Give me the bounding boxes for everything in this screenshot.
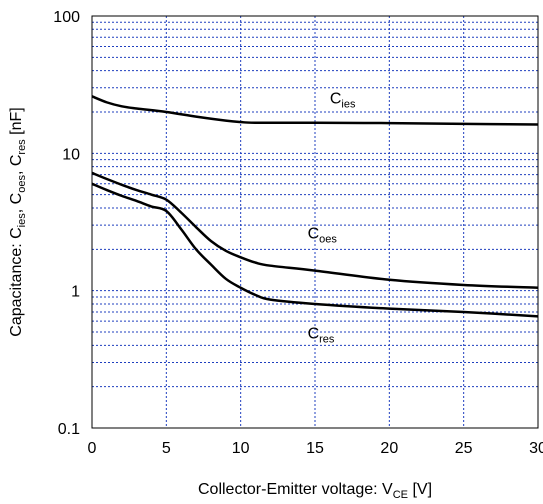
y-tick-label: 0.1 — [58, 421, 80, 438]
x-tick-label: 25 — [455, 440, 473, 457]
series-label-ies: Cies — [330, 91, 356, 111]
x-tick-label: 15 — [306, 440, 324, 457]
x-tick-label: 30 — [529, 440, 543, 457]
x-axis-label: Collector-Emitter voltage: VCE [V] — [198, 481, 432, 501]
y-tick-label: 1 — [71, 284, 80, 301]
series-label-res: Cres — [308, 325, 335, 345]
grid — [92, 16, 538, 428]
series-label-oes: Coes — [308, 225, 338, 245]
y-tick-label: 10 — [62, 146, 80, 163]
plot-frame — [91, 15, 539, 429]
x-tick-label: 20 — [380, 440, 398, 457]
y-tick-label: 100 — [53, 9, 80, 26]
series-line-res — [91, 182, 539, 318]
y-axis-label: Capacitance: Cies, Coes, Cres [nF] — [8, 107, 28, 336]
series-labels: Cies Coes Cres — [308, 91, 356, 346]
x-tick-label: 10 — [232, 440, 250, 457]
tick-labels: 0 5 10 15 20 25 30 0.1 1 10 100 — [53, 9, 543, 457]
series-line-ies — [91, 95, 539, 126]
series-line-oes — [91, 171, 539, 290]
x-tick-label: 0 — [88, 440, 97, 457]
x-tick-label: 5 — [162, 440, 171, 457]
series-lines — [91, 95, 539, 318]
